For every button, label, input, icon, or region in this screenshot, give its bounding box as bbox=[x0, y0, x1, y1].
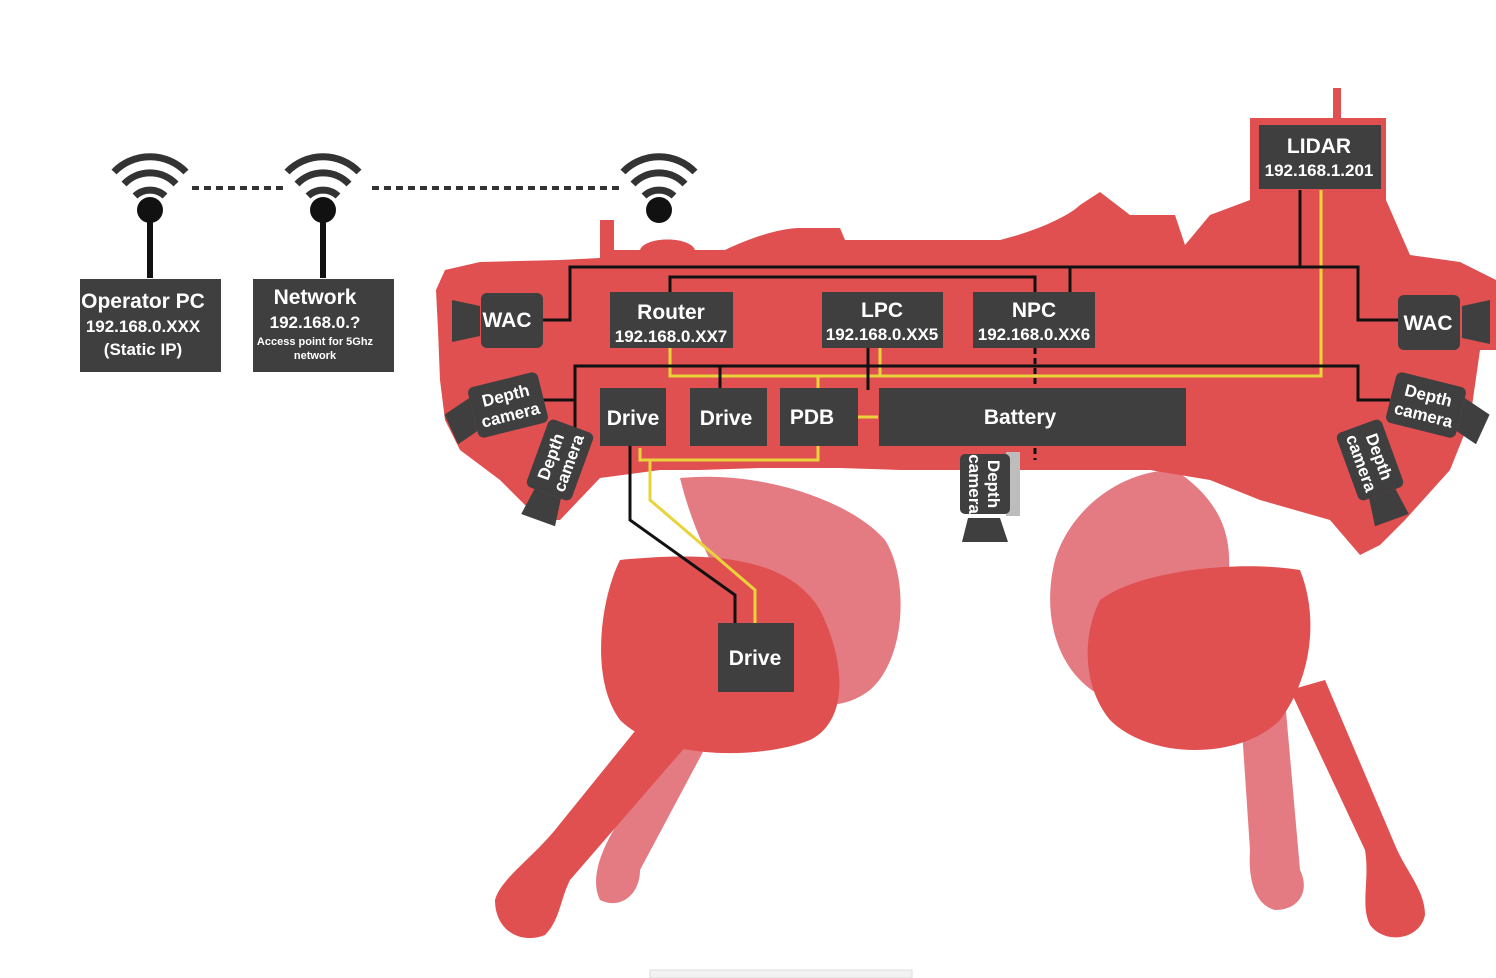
npc-ip: 192.168.0.XX6 bbox=[978, 325, 1090, 344]
lpc-ip: 192.168.0.XX5 bbox=[826, 325, 938, 344]
depth-camera-left-down: Depth camera bbox=[521, 419, 594, 527]
camera-label-line2: camera bbox=[965, 454, 984, 514]
pdb-box: PDB bbox=[780, 388, 858, 446]
camera-lens-icon bbox=[444, 398, 478, 445]
wifi-icons bbox=[111, 153, 698, 278]
cables bbox=[192, 186, 1398, 625]
drive-2-box: Drive bbox=[690, 388, 767, 446]
drive-1-label: Drive bbox=[607, 407, 660, 430]
network-ip: 192.168.0.? bbox=[270, 313, 361, 332]
network-box: Network 192.168.0.? Access point for 5Gh… bbox=[253, 279, 394, 372]
camera-lens-icon bbox=[521, 489, 561, 527]
lpc-box: LPC 192.168.0.XX5 bbox=[822, 292, 943, 348]
operator-pc-ip: 192.168.0.XXX bbox=[86, 317, 201, 336]
network-note-line2: network bbox=[294, 350, 337, 362]
lidar-box: LIDAR 192.168.1.201 bbox=[1259, 125, 1381, 189]
camera-lens-icon bbox=[1369, 489, 1409, 527]
battery-label: Battery bbox=[984, 406, 1057, 429]
npc-title: NPC bbox=[1012, 299, 1056, 322]
camera-label-line1: Depth bbox=[984, 460, 1003, 508]
network-note-line1: Access point for 5Ghz bbox=[257, 336, 374, 348]
wac-left-box: WAC bbox=[452, 293, 543, 348]
router-title: Router bbox=[637, 301, 705, 324]
depth-camera-left-front: Depth camera bbox=[444, 372, 548, 445]
drive-2-label: Drive bbox=[700, 407, 753, 430]
router-box: Router 192.168.0.XX7 bbox=[610, 292, 733, 348]
drive-leg-box: Drive bbox=[718, 623, 794, 692]
lpc-title: LPC bbox=[861, 299, 903, 322]
router-ip: 192.168.0.XX7 bbox=[615, 327, 727, 346]
operator-pc-title: Operator PC bbox=[81, 290, 205, 313]
camera-lens-icon bbox=[962, 518, 1008, 542]
wifi-icon bbox=[111, 153, 189, 278]
drive-1-box: Drive bbox=[600, 388, 666, 446]
wifi-icon bbox=[620, 153, 698, 223]
wac-right-label: WAC bbox=[1404, 312, 1453, 335]
wac-right-box: WAC bbox=[1398, 295, 1490, 350]
pdb-label: PDB bbox=[790, 406, 834, 429]
depth-camera-right-front: Depth camera bbox=[1386, 372, 1490, 445]
drive-leg-label: Drive bbox=[729, 647, 782, 670]
wac-right-antenna-icon bbox=[1462, 300, 1490, 344]
wifi-icon bbox=[284, 153, 362, 278]
bottom-strip bbox=[649, 969, 913, 978]
lidar-title: LIDAR bbox=[1287, 135, 1351, 158]
camera-lens-icon bbox=[1456, 398, 1490, 445]
network-title: Network bbox=[274, 286, 357, 309]
wac-left-label: WAC bbox=[483, 309, 532, 332]
operator-pc-note: (Static IP) bbox=[104, 340, 182, 359]
operator-pc-box: Operator PC 192.168.0.XXX (Static IP) bbox=[80, 279, 221, 372]
npc-box: NPC 192.168.0.XX6 bbox=[973, 292, 1095, 348]
lidar-ip: 192.168.1.201 bbox=[1265, 161, 1374, 180]
depth-camera-center: Depth camera bbox=[960, 452, 1020, 542]
data-cables bbox=[540, 190, 1398, 625]
battery-box: Battery bbox=[879, 388, 1186, 446]
depth-camera-right-down: Depth camera bbox=[1336, 419, 1409, 527]
wac-left-antenna-icon bbox=[452, 300, 480, 342]
